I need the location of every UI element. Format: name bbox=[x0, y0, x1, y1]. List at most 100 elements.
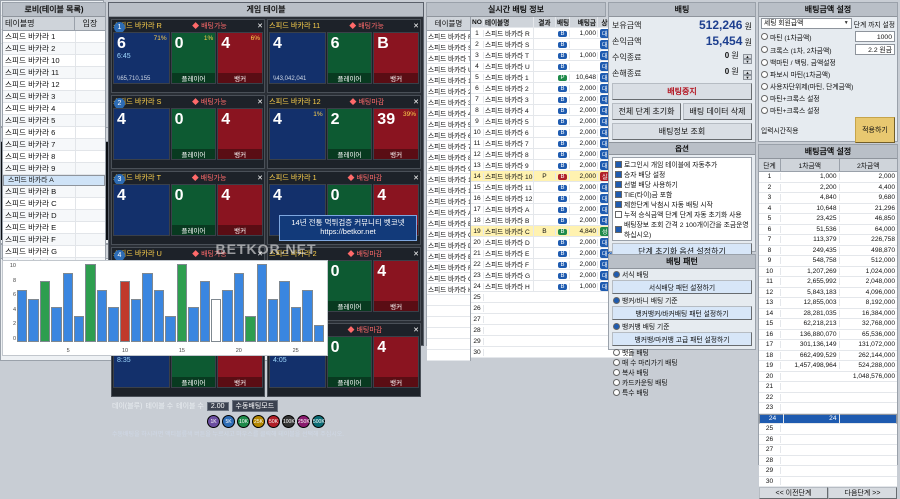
radio-icon[interactable] bbox=[613, 322, 620, 330]
table-row[interactable]: 24 24 bbox=[759, 413, 897, 425]
lobby-enter-cell[interactable] bbox=[75, 151, 105, 162]
cell-pane-red[interactable]: 39 39% 뱅커 bbox=[373, 108, 419, 160]
loss-stop-value[interactable]: 0 bbox=[724, 67, 730, 76]
table-row[interactable]: 30 bbox=[471, 347, 633, 358]
lobby-enter-cell[interactable] bbox=[75, 127, 105, 138]
table-row[interactable]: 9 548,758 512,000 bbox=[759, 256, 897, 267]
amount-rows[interactable]: 1 1,000 2,000 2 2,200 4,400 3 4,840 9,680 4 10,648… bbox=[759, 172, 897, 487]
checkbox-icon[interactable] bbox=[615, 190, 622, 198]
checkbox-icon[interactable] bbox=[615, 160, 622, 168]
pattern-setting-button[interactable]: 서식배당 패턴 설정하기 bbox=[612, 280, 752, 294]
list-item[interactable]: 스피드 바카라 G bbox=[3, 246, 105, 258]
pattern-radio-item[interactable]: 뱃돌 배팅 bbox=[609, 347, 755, 357]
chip-10k[interactable]: 10K bbox=[237, 415, 250, 428]
list-item[interactable]: 스피드 바카라 A bbox=[3, 175, 105, 186]
config-row[interactable]: 마틴 (1차금액) 1000 bbox=[759, 30, 897, 43]
list-item[interactable]: 스피드 바카라 3 bbox=[3, 91, 105, 103]
game-table-cell[interactable]: 스피드 바카라 12 ◆ 배팅마감 ✕ 4 1% 2 플레이어 39 39% 뱅커 bbox=[267, 95, 421, 169]
cell-pane-green[interactable]: 0 플레이어 bbox=[326, 260, 373, 312]
rt-left-row[interactable]: 스피드 바카라 F bbox=[427, 262, 470, 273]
chip-bar[interactable]: 1K 5K 10K 25K 50K 100K 250K 500K bbox=[109, 413, 423, 428]
config-row[interactable]: 마틴+크록스 설정 bbox=[759, 104, 897, 116]
pattern-setting-button[interactable]: 뱅커뱅커/바커배팅 패턴 설정하기 bbox=[612, 306, 752, 320]
radio-icon[interactable] bbox=[613, 270, 620, 278]
list-item[interactable]: 스피드 바카라 10 bbox=[3, 55, 105, 67]
config-rows[interactable]: 마틴 (1차금액) 1000 크록스 (1차, 2차금액) 2.2 원금 백마틴 / 백… bbox=[759, 30, 897, 116]
pattern-radio-item[interactable]: 특수 배팅 bbox=[609, 387, 755, 397]
table-row[interactable]: 26 bbox=[471, 303, 633, 314]
table-row[interactable]: 19 1,457,498,964 524,288,000 bbox=[759, 361, 897, 372]
cell-pane-red[interactable]: 4 뱅커 bbox=[373, 336, 419, 388]
table-row[interactable]: 27 bbox=[759, 445, 897, 456]
pattern-radio-item[interactable]: 뱅커뱅 배팅 기준 bbox=[609, 321, 755, 331]
lobby-enter-cell[interactable] bbox=[75, 55, 105, 66]
option-item[interactable]: TIE(타이)금 포함 bbox=[614, 189, 750, 199]
list-item[interactable]: 스피드 바카라 2 bbox=[3, 43, 105, 55]
rt-left-row[interactable]: 스피드 바카라 R bbox=[427, 31, 470, 42]
chevron-up-icon[interactable]: ▲ bbox=[743, 54, 752, 59]
cell-pane-red[interactable]: 4 뱅커 bbox=[373, 260, 419, 312]
prev-step-button[interactable]: << 이전단계 bbox=[759, 487, 828, 499]
chip-25k[interactable]: 25K bbox=[252, 415, 265, 428]
list-item[interactable]: 스피드 바카라 12 bbox=[3, 79, 105, 91]
rt-left-row[interactable] bbox=[427, 306, 470, 317]
table-row[interactable]: 26 bbox=[759, 434, 897, 445]
rt-left-row[interactable]: 스피드 바카라 S bbox=[427, 42, 470, 53]
lobby-enter-cell[interactable] bbox=[75, 103, 105, 114]
close-icon[interactable]: ✕ bbox=[257, 175, 263, 182]
radio-icon[interactable] bbox=[761, 106, 768, 114]
list-item[interactable]: 스피드 바카라 E bbox=[3, 222, 105, 234]
lobby-enter-cell[interactable] bbox=[75, 210, 105, 221]
game-table-cell[interactable]: 3 스피드 바카라 T ◆ 배팅가능 ✕ 4 0 플레이어 4 뱅커 bbox=[111, 171, 265, 245]
close-icon[interactable]: ✕ bbox=[413, 99, 419, 106]
manual-bet-mode-button[interactable]: 수동배팅모드 bbox=[231, 400, 279, 412]
radio-icon[interactable] bbox=[761, 33, 768, 40]
list-item[interactable]: 스피드 바카라 8 bbox=[3, 151, 105, 163]
lobby-enter-cell[interactable] bbox=[75, 198, 105, 209]
cell-pane-blue[interactable]: 4 bbox=[113, 108, 170, 160]
rt-left-row[interactable]: 스피드 바카라 D bbox=[427, 240, 470, 251]
rt-left-row[interactable]: 스피드 바카라 4 bbox=[427, 108, 470, 119]
loss-stop-stepper[interactable]: ▲ ▼ bbox=[743, 70, 752, 80]
cell-pane-red[interactable]: 4 6% 뱅커 bbox=[217, 32, 263, 84]
close-icon[interactable]: ✕ bbox=[413, 327, 419, 334]
radio-icon[interactable] bbox=[613, 378, 620, 386]
rt-left-row[interactable]: 스피드 바카라 U bbox=[427, 64, 470, 75]
radio-icon[interactable] bbox=[761, 70, 768, 78]
config-row-value[interactable]: 2.2 원금 bbox=[855, 44, 895, 55]
pattern-radio-item[interactable]: 복사 배팅 bbox=[609, 367, 755, 377]
rt-left-row[interactable]: 스피드 바카라 G bbox=[427, 273, 470, 284]
cell-pane-green[interactable]: 2 플레이어 bbox=[326, 108, 373, 160]
cell-pane-green[interactable]: 0 플레이어 bbox=[170, 108, 217, 160]
lobby-enter-cell[interactable] bbox=[75, 139, 105, 150]
cell-pane-blue[interactable]: 4 1% bbox=[269, 108, 326, 160]
table-row[interactable]: 28 bbox=[759, 455, 897, 466]
rt-left-row[interactable]: 스피드 바카라 11 bbox=[427, 185, 470, 196]
stop-bet-button[interactable]: 배팅중지 bbox=[612, 83, 752, 100]
pattern-radio-item[interactable]: 매 수 마리가기 배팅 bbox=[609, 357, 755, 367]
close-icon[interactable]: ✕ bbox=[413, 23, 419, 30]
lobby-enter-cell[interactable] bbox=[75, 91, 105, 102]
checkbox-icon[interactable] bbox=[615, 210, 622, 218]
pattern-radio-item[interactable]: 서식 배팅 bbox=[609, 269, 755, 279]
option-item[interactable]: 승자 배당 설정 bbox=[614, 169, 750, 179]
radio-icon[interactable] bbox=[761, 58, 768, 66]
lobby-enter-cell[interactable] bbox=[75, 234, 105, 245]
table-row[interactable]: 1 1,000 2,000 bbox=[759, 172, 897, 183]
list-item[interactable]: 스피드 바카라 11 bbox=[3, 67, 105, 79]
chip-500k[interactable]: 500K bbox=[312, 415, 325, 428]
table-row[interactable]: 12 5,843,183 4,096,000 bbox=[759, 287, 897, 298]
checkbox-icon[interactable] bbox=[615, 200, 622, 208]
cell-pane-green[interactable]: 0 플레이어 bbox=[326, 336, 373, 388]
pattern-radio-item[interactable]: 뱅커/바니 배팅 기준 bbox=[609, 295, 755, 305]
list-item[interactable]: 스피드 바카라 6 bbox=[3, 127, 105, 139]
table-row[interactable]: 20 1,048,576,000 bbox=[759, 371, 897, 382]
